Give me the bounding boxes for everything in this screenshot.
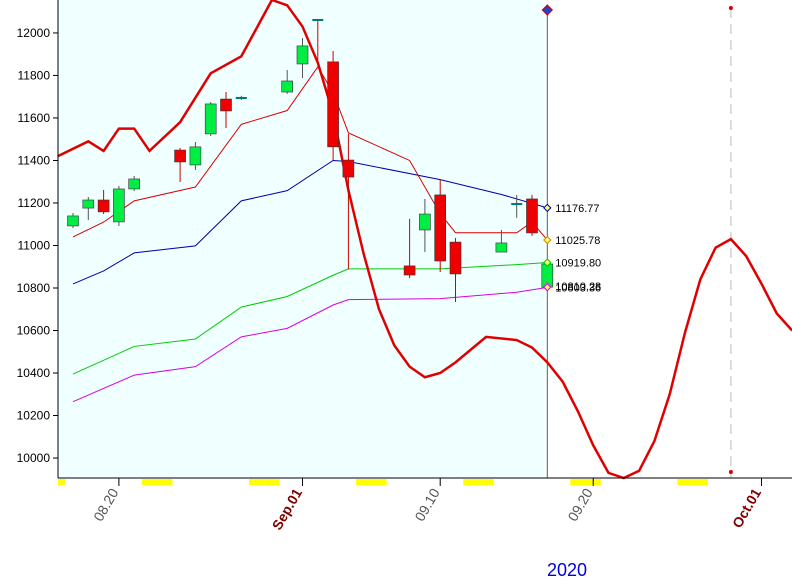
x-tick-label: Oct.01 bbox=[729, 485, 764, 530]
weekend-block bbox=[157, 479, 173, 485]
x-tick-label: Sep.01 bbox=[269, 485, 306, 532]
candle-body bbox=[220, 98, 232, 112]
last-value-marker bbox=[543, 235, 552, 245]
weekend-block bbox=[58, 479, 66, 485]
last-value-marker bbox=[543, 258, 552, 267]
x-tick-label: 09.10 bbox=[411, 485, 442, 524]
candle-body bbox=[526, 198, 538, 234]
candle-body bbox=[128, 178, 140, 190]
weekend-block bbox=[141, 479, 158, 485]
candle-body bbox=[296, 45, 309, 65]
candle-body bbox=[97, 199, 110, 213]
marker-dot bbox=[728, 6, 733, 10]
marker-diamond bbox=[541, 4, 554, 16]
x-tick-label: 09.20 bbox=[564, 485, 595, 524]
candle-body bbox=[327, 61, 339, 148]
weekend-block bbox=[463, 479, 479, 485]
candle-body bbox=[174, 149, 186, 163]
x-tick-label: 08.20 bbox=[90, 485, 121, 524]
candle-body bbox=[403, 265, 416, 276]
candle-body bbox=[67, 215, 79, 227]
candle-body bbox=[82, 199, 95, 209]
indicator-line bbox=[72, 261, 548, 375]
y-tick-label: 11200 bbox=[18, 196, 51, 210]
candle-body bbox=[434, 194, 447, 262]
year-label: 2020 bbox=[547, 560, 587, 580]
candle-body bbox=[449, 241, 462, 275]
weekend-markers bbox=[58, 479, 708, 485]
last-value-label: 10919.80 bbox=[555, 258, 601, 270]
last-value-label: 11176.77 bbox=[555, 203, 599, 215]
y-tick-label: 11000 bbox=[18, 238, 51, 252]
weekend-block bbox=[356, 479, 372, 485]
plot-background bbox=[58, 0, 544, 478]
y-tick-label: 10000 bbox=[17, 451, 51, 465]
y-tick-label: 12000 bbox=[17, 26, 51, 40]
weekend-block bbox=[371, 479, 387, 485]
weekend-block bbox=[248, 479, 265, 485]
candle-body bbox=[113, 188, 125, 223]
last-value-marker bbox=[543, 203, 552, 213]
weekend-block bbox=[692, 479, 708, 485]
y-tick-label: 10400 bbox=[17, 366, 51, 380]
candle-body bbox=[495, 242, 508, 253]
y-tick-label: 10200 bbox=[17, 409, 51, 423]
candle-body bbox=[204, 103, 217, 135]
candle-body bbox=[189, 146, 202, 166]
indicator-line bbox=[72, 286, 548, 403]
last-value-marker bbox=[543, 283, 552, 292]
candle-body bbox=[342, 159, 355, 178]
indicator-line bbox=[57, 0, 792, 480]
marker-dot bbox=[728, 470, 733, 474]
last-value-label: 10803.36 bbox=[555, 282, 601, 294]
last-value-label: 11025.78 bbox=[555, 235, 600, 247]
last-value-label: 10810.28 bbox=[555, 281, 601, 293]
y-tick-label: 10600 bbox=[17, 323, 51, 337]
y-tick-label: 10800 bbox=[17, 281, 51, 295]
y-tick-label: 11800 bbox=[18, 68, 51, 82]
weekend-block bbox=[570, 479, 586, 485]
weekend-block bbox=[478, 479, 494, 485]
candle-body bbox=[419, 213, 431, 231]
indicator-line bbox=[72, 159, 548, 285]
candle-body bbox=[281, 80, 294, 93]
weekend-block bbox=[264, 479, 280, 485]
y-tick-label: 11600 bbox=[18, 111, 51, 125]
weekend-block bbox=[677, 479, 693, 485]
y-tick-label: 11400 bbox=[18, 153, 51, 167]
